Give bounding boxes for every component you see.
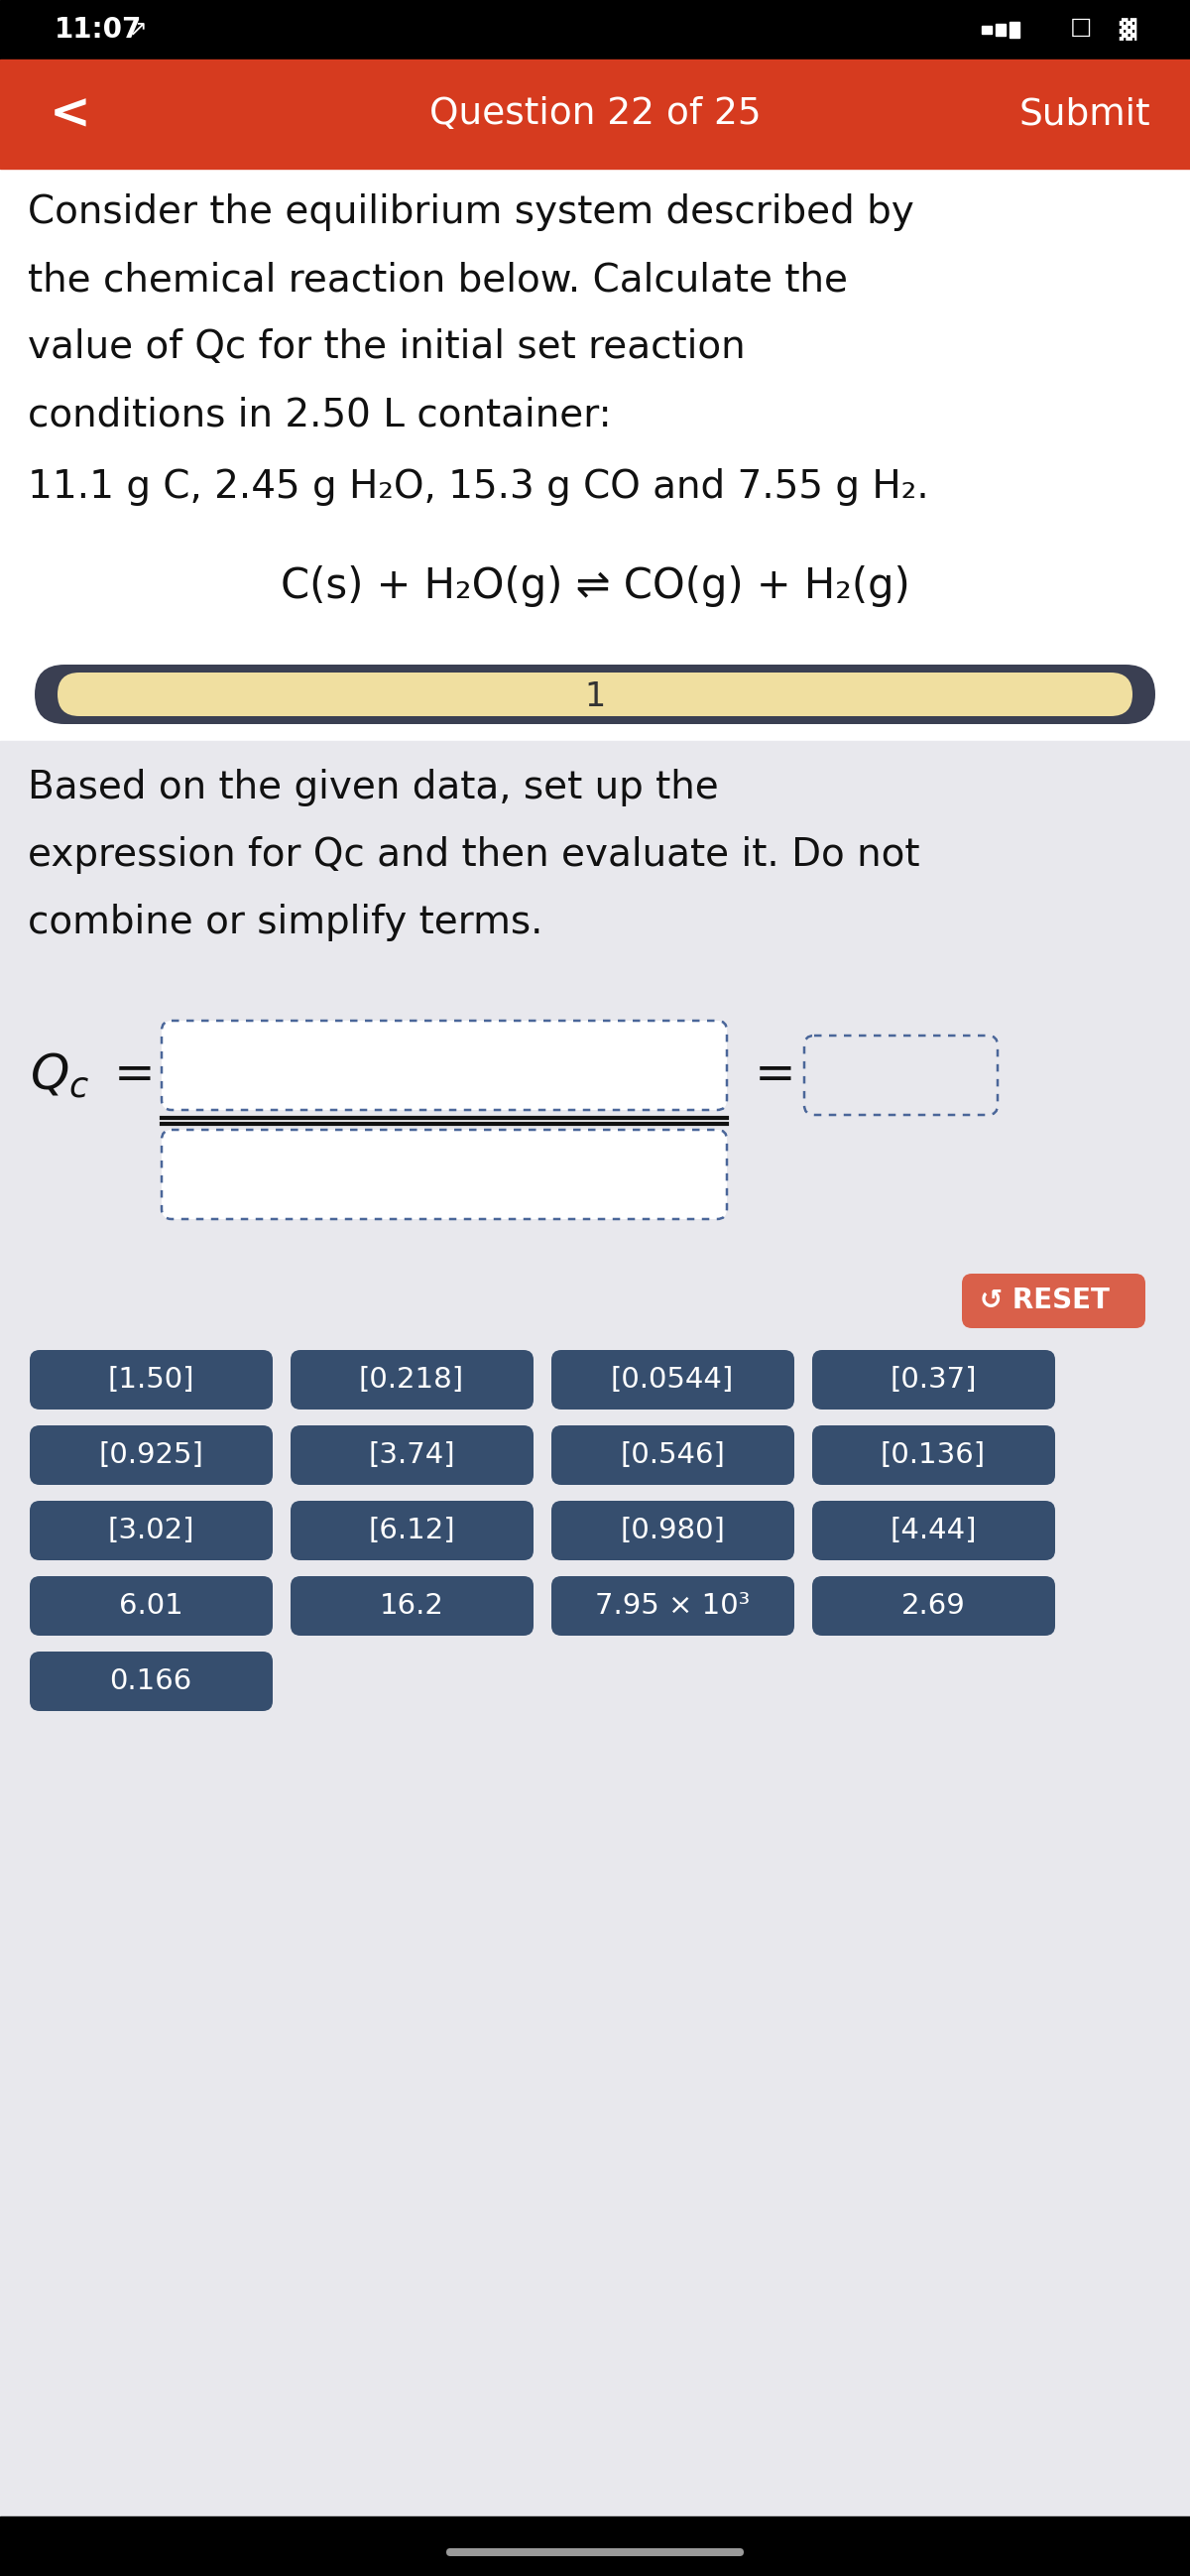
Text: [6.12]: [6.12] [368,1517,455,1546]
Text: Question 22 of 25: Question 22 of 25 [430,95,760,131]
FancyBboxPatch shape [290,1350,533,1409]
Bar [996,23,1006,36]
FancyBboxPatch shape [30,1350,273,1409]
Text: expression for Qc and then evaluate it. Do not: expression for Qc and then evaluate it. … [27,837,920,873]
Bar [1009,21,1020,39]
FancyBboxPatch shape [804,1036,997,1115]
Bar [0,742,1190,2576]
FancyBboxPatch shape [162,1020,727,1110]
Text: [1.50]: [1.50] [107,1365,194,1394]
Text: combine or simplify terms.: combine or simplify terms. [27,904,543,940]
Text: ↗: ↗ [129,21,148,39]
Text: Based on the given data, set up the: Based on the given data, set up the [27,768,719,806]
FancyBboxPatch shape [162,1131,727,1218]
Text: C(s) + H₂O(g) ⇌ CO(g) + H₂(g): C(s) + H₂O(g) ⇌ CO(g) + H₂(g) [281,564,909,608]
FancyBboxPatch shape [290,1425,533,1484]
FancyBboxPatch shape [290,1502,533,1561]
Text: [3.02]: [3.02] [107,1517,194,1546]
Text: 11:07: 11:07 [55,15,142,44]
FancyBboxPatch shape [551,1502,795,1561]
Text: 1: 1 [584,680,606,714]
Bar [0,59,1190,167]
Bar [0,662,1190,737]
FancyBboxPatch shape [290,1577,533,1636]
FancyBboxPatch shape [812,1577,1056,1636]
Text: [0.980]: [0.980] [620,1517,725,1546]
Text: 2.69: 2.69 [901,1592,965,1620]
FancyBboxPatch shape [30,1577,273,1636]
FancyBboxPatch shape [30,1425,273,1484]
Text: 7.95 × 10³: 7.95 × 10³ [595,1592,750,1620]
Bar [982,26,991,33]
Text: the chemical reaction below. Calculate the: the chemical reaction below. Calculate t… [27,260,847,299]
Text: [3.74]: [3.74] [368,1440,455,1468]
Text: <: < [50,90,92,139]
FancyBboxPatch shape [812,1350,1056,1409]
FancyBboxPatch shape [962,1273,1145,1329]
Text: [4.44]: [4.44] [890,1517,977,1546]
Text: value of Qc for the initial set reaction: value of Qc for the initial set reaction [27,327,745,366]
Text: 16.2: 16.2 [380,1592,444,1620]
Bar [0,2517,1190,2576]
FancyBboxPatch shape [57,672,1133,716]
Text: ↺ RESET: ↺ RESET [979,1285,1109,1314]
Text: [0.0544]: [0.0544] [610,1365,734,1394]
Text: conditions in 2.50 L container:: conditions in 2.50 L container: [27,397,612,433]
FancyBboxPatch shape [30,1502,273,1561]
FancyBboxPatch shape [551,1577,795,1636]
Text: [0.218]: [0.218] [359,1365,464,1394]
Text: 11.1 g C, 2.45 g H₂O, 15.3 g CO and 7.55 g H₂.: 11.1 g C, 2.45 g H₂O, 15.3 g CO and 7.55… [27,469,929,505]
Text: [0.546]: [0.546] [620,1440,725,1468]
FancyBboxPatch shape [446,2548,744,2555]
Text: Consider the equilibrium system described by: Consider the equilibrium system describe… [27,193,914,232]
Text: [0.136]: [0.136] [881,1440,985,1468]
Text: =: = [754,1051,796,1100]
Text: [0.925]: [0.925] [99,1440,203,1468]
Text: $Q_c$: $Q_c$ [30,1051,89,1100]
Text: ▓: ▓ [1119,18,1135,41]
Text: =: = [114,1051,156,1100]
FancyBboxPatch shape [551,1425,795,1484]
Text: [0.37]: [0.37] [890,1365,977,1394]
FancyBboxPatch shape [30,1651,273,1710]
Text: 0.166: 0.166 [109,1667,192,1695]
FancyBboxPatch shape [551,1350,795,1409]
FancyBboxPatch shape [812,1502,1056,1561]
FancyBboxPatch shape [812,1425,1056,1484]
Bar [0,167,1190,1350]
Text: 6.01: 6.01 [119,1592,183,1620]
Text: ☐: ☐ [1070,18,1092,41]
Text: Submit: Submit [1019,95,1151,131]
FancyBboxPatch shape [35,665,1155,724]
Bar [0,0,1190,59]
